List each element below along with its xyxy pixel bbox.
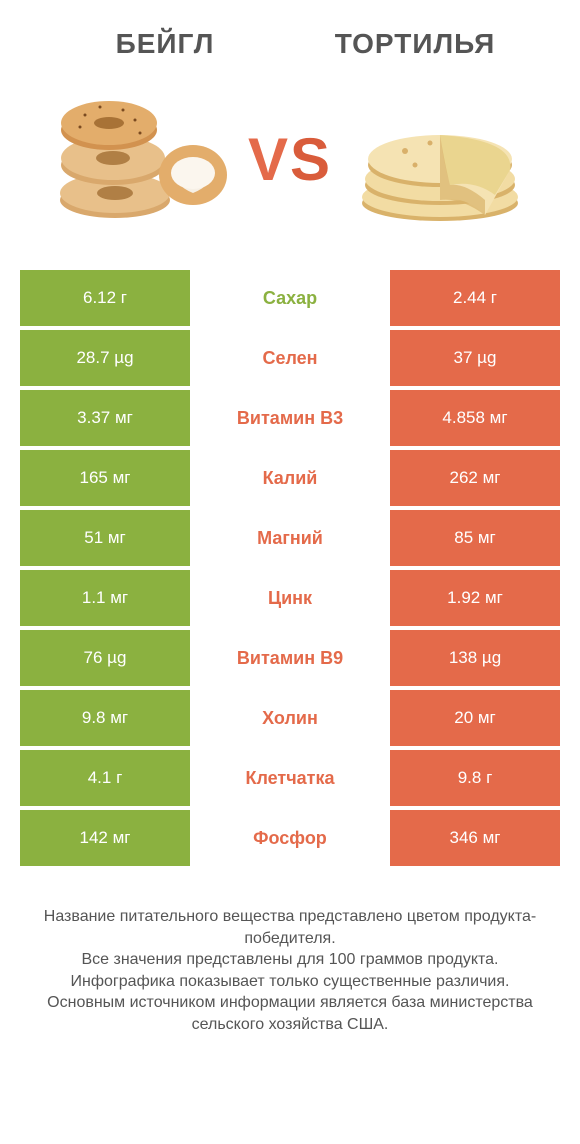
nutrient-name-cell: Сахар — [190, 270, 390, 326]
footer-line-3: Инфографика показывает только существенн… — [20, 971, 560, 993]
nutrition-row: 76 µgВитамин B9138 µg — [20, 630, 560, 686]
nutrient-name-cell: Селен — [190, 330, 390, 386]
left-value-cell: 6.12 г — [20, 270, 190, 326]
nutrient-name-cell: Клетчатка — [190, 750, 390, 806]
right-value-cell: 1.92 мг — [390, 570, 560, 626]
right-product-title: ТОРТИЛЬЯ — [290, 28, 540, 60]
nutrition-row: 165 мгКалий262 мг — [20, 450, 560, 506]
right-value-cell: 20 мг — [390, 690, 560, 746]
vs-label: VS — [248, 130, 332, 190]
left-value-cell: 51 мг — [20, 510, 190, 566]
nutrient-name-cell: Калий — [190, 450, 390, 506]
nutrient-name-cell: Фосфор — [190, 810, 390, 866]
footer-line-2: Все значения представлены для 100 граммо… — [20, 949, 560, 971]
footer-line-4: Основным источником информации является … — [20, 992, 560, 1035]
left-value-cell: 28.7 µg — [20, 330, 190, 386]
right-value-cell: 138 µg — [390, 630, 560, 686]
left-value-cell: 142 мг — [20, 810, 190, 866]
nutrient-name-cell: Цинк — [190, 570, 390, 626]
images-row: VS — [0, 70, 580, 270]
left-value-cell: 76 µg — [20, 630, 190, 686]
nutrient-name-cell: Холин — [190, 690, 390, 746]
right-value-cell: 2.44 г — [390, 270, 560, 326]
nutrient-name-cell: Магний — [190, 510, 390, 566]
footer-notes: Название питательного вещества представл… — [20, 906, 560, 1036]
right-value-cell: 262 мг — [390, 450, 560, 506]
infographic-container: БЕЙГЛ ТОРТИЛЬЯ — [0, 0, 580, 1036]
vs-letter-v: V — [248, 126, 290, 193]
left-product-image — [40, 80, 240, 240]
left-product-title: БЕЙГЛ — [40, 28, 290, 60]
footer-line-1: Название питательного вещества представл… — [20, 906, 560, 949]
left-value-cell: 4.1 г — [20, 750, 190, 806]
nutrition-row: 51 мгМагний85 мг — [20, 510, 560, 566]
bagel-icon — [45, 85, 235, 235]
nutrition-table: 6.12 гСахар2.44 г28.7 µgСелен37 µg3.37 м… — [20, 270, 560, 866]
left-value-cell: 3.37 мг — [20, 390, 190, 446]
right-value-cell: 85 мг — [390, 510, 560, 566]
right-product-image — [340, 80, 540, 240]
nutrition-row: 3.37 мгВитамин B34.858 мг — [20, 390, 560, 446]
left-value-cell: 9.8 мг — [20, 690, 190, 746]
header-row: БЕЙГЛ ТОРТИЛЬЯ — [0, 0, 580, 70]
nutrition-row: 4.1 гКлетчатка9.8 г — [20, 750, 560, 806]
nutrition-row: 142 мгФосфор346 мг — [20, 810, 560, 866]
nutrient-name-cell: Витамин B9 — [190, 630, 390, 686]
nutrition-row: 9.8 мгХолин20 мг — [20, 690, 560, 746]
nutrient-name-cell: Витамин B3 — [190, 390, 390, 446]
nutrition-row: 6.12 гСахар2.44 г — [20, 270, 560, 326]
right-value-cell: 37 µg — [390, 330, 560, 386]
vs-letter-s: S — [290, 126, 332, 193]
left-value-cell: 1.1 мг — [20, 570, 190, 626]
right-value-cell: 4.858 мг — [390, 390, 560, 446]
tortilla-icon — [345, 85, 535, 235]
right-value-cell: 346 мг — [390, 810, 560, 866]
nutrition-row: 1.1 мгЦинк1.92 мг — [20, 570, 560, 626]
right-value-cell: 9.8 г — [390, 750, 560, 806]
nutrition-row: 28.7 µgСелен37 µg — [20, 330, 560, 386]
left-value-cell: 165 мг — [20, 450, 190, 506]
